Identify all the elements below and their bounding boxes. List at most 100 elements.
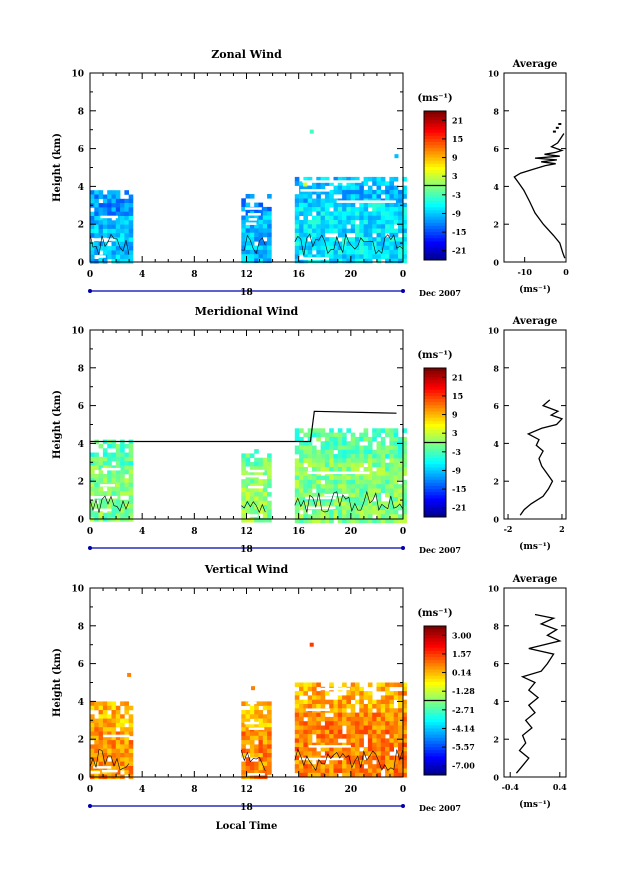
data-cell <box>355 497 360 502</box>
data-cell <box>393 772 399 778</box>
data-cell <box>320 224 326 229</box>
data-cell <box>337 751 343 756</box>
data-cell <box>98 491 104 496</box>
data-cell <box>267 513 272 519</box>
data-cell <box>393 501 399 506</box>
avg-y-tick-label: 2 <box>493 477 499 487</box>
data-cell <box>333 176 339 182</box>
data-cell <box>124 701 129 706</box>
data-cell <box>90 246 95 251</box>
data-cell <box>359 185 364 191</box>
data-cell <box>385 742 390 748</box>
colorbar-swatch <box>424 675 446 680</box>
data-cell <box>320 484 326 489</box>
data-cell <box>367 695 373 700</box>
data-cell <box>98 456 104 462</box>
data-cell <box>385 224 390 229</box>
data-cell <box>389 518 394 524</box>
data-cell <box>320 215 326 221</box>
data-cell <box>294 699 300 705</box>
data-cell <box>320 729 326 735</box>
data-cell <box>376 742 382 748</box>
data-cell <box>329 747 334 752</box>
data-cell <box>299 471 304 476</box>
data-cell <box>98 478 104 483</box>
data-cell <box>245 770 251 775</box>
contour-line <box>294 232 403 256</box>
data-cell <box>367 759 373 765</box>
data-cell <box>303 250 308 255</box>
data-cell <box>376 449 382 455</box>
data-cell <box>320 712 326 718</box>
data-cell <box>98 486 104 492</box>
data-cell <box>107 220 112 225</box>
data-cell <box>385 185 390 191</box>
data-cell <box>312 479 317 485</box>
data-cell <box>303 245 308 251</box>
data-cell <box>249 215 255 221</box>
data-cell <box>107 727 112 732</box>
data-cell <box>380 211 386 216</box>
data-cell <box>267 254 272 259</box>
data-cell <box>303 699 308 705</box>
data-cell <box>115 735 121 741</box>
data-cell <box>241 517 246 523</box>
data-cell <box>299 738 304 743</box>
data-cell <box>346 449 351 455</box>
avg-y-tick-label: 10 <box>488 584 500 594</box>
data-cell <box>389 176 394 182</box>
data-cell <box>115 731 121 737</box>
colorbar-swatch <box>424 151 446 155</box>
data-cell <box>389 194 394 199</box>
data-cell <box>337 721 343 726</box>
data-cell <box>98 233 104 238</box>
data-cell <box>316 501 321 506</box>
data-cell <box>342 211 347 216</box>
data-cell <box>115 220 121 225</box>
date-axis-end <box>401 546 405 550</box>
data-cell <box>320 492 326 498</box>
data-cell <box>355 479 360 485</box>
data-cell <box>324 254 330 259</box>
data-cell <box>128 705 134 711</box>
data-cell <box>307 484 313 489</box>
data-cell <box>333 699 339 705</box>
contour-line <box>294 490 404 513</box>
data-cell <box>120 748 125 754</box>
data-cell <box>124 250 129 255</box>
data-cell <box>380 695 386 700</box>
data-cell <box>245 219 251 225</box>
colorbar-swatch <box>424 750 446 754</box>
data-cell <box>350 721 356 726</box>
data-cell <box>98 224 104 230</box>
data-cell <box>320 704 326 709</box>
data-cell <box>128 246 134 251</box>
data-cell <box>262 714 268 719</box>
data-cell <box>312 712 317 718</box>
data-cell <box>111 211 117 217</box>
data-cell <box>245 462 251 467</box>
date-axis-start <box>88 289 92 293</box>
colorbar-swatch <box>424 123 446 127</box>
data-cell <box>367 518 373 524</box>
data-cell <box>94 722 99 728</box>
data-cell <box>111 770 117 775</box>
data-cell <box>324 510 330 515</box>
data-cell <box>254 237 259 242</box>
gap-streak <box>246 514 258 517</box>
data-cell <box>307 254 313 259</box>
data-cell <box>402 686 407 692</box>
data-cell <box>359 237 364 242</box>
data-cell <box>333 202 339 208</box>
data-cell <box>402 721 407 726</box>
colorbar-swatch <box>424 386 446 391</box>
data-cell <box>324 729 330 735</box>
data-cell <box>402 237 407 242</box>
colorbar-tick-label: -3 <box>452 447 461 457</box>
data-cell <box>294 751 300 756</box>
data-cell <box>376 224 382 229</box>
data-cell <box>107 512 112 518</box>
data-cell <box>120 727 125 732</box>
data-cell <box>324 747 330 752</box>
data-cell <box>346 755 351 761</box>
